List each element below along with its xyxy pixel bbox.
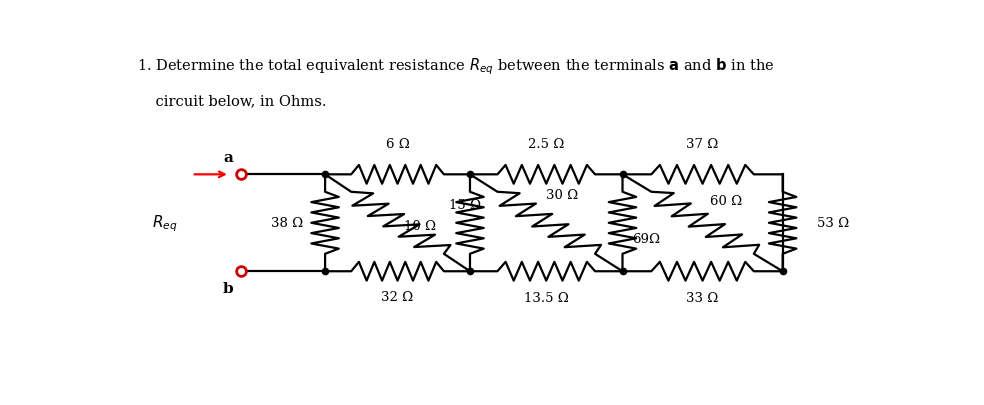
Text: 37 Ω: 37 Ω xyxy=(687,137,718,150)
Text: 15 Ω: 15 Ω xyxy=(450,198,481,211)
Text: $R_{eq}$: $R_{eq}$ xyxy=(153,213,178,234)
Text: 1. Determine the total equivalent resistance $R_{eq}$ between the terminals $\ma: 1. Determine the total equivalent resist… xyxy=(137,56,774,77)
Text: 38 Ω: 38 Ω xyxy=(271,217,303,230)
Text: 33 Ω: 33 Ω xyxy=(687,292,718,305)
Text: 13.5 Ω: 13.5 Ω xyxy=(523,292,569,305)
Text: 60 Ω: 60 Ω xyxy=(710,195,742,208)
Text: 69Ω: 69Ω xyxy=(633,232,660,245)
Text: 2.5 Ω: 2.5 Ω xyxy=(528,137,565,150)
Text: circuit below, in Ohms.: circuit below, in Ohms. xyxy=(137,94,327,108)
Text: 6 Ω: 6 Ω xyxy=(386,137,409,150)
Text: a: a xyxy=(223,151,233,165)
Text: 53 Ω: 53 Ω xyxy=(817,217,849,230)
Text: 30 Ω: 30 Ω xyxy=(546,189,579,202)
Text: 10 Ω: 10 Ω xyxy=(403,220,436,233)
Text: 32 Ω: 32 Ω xyxy=(382,290,413,303)
Text: b: b xyxy=(223,282,233,296)
